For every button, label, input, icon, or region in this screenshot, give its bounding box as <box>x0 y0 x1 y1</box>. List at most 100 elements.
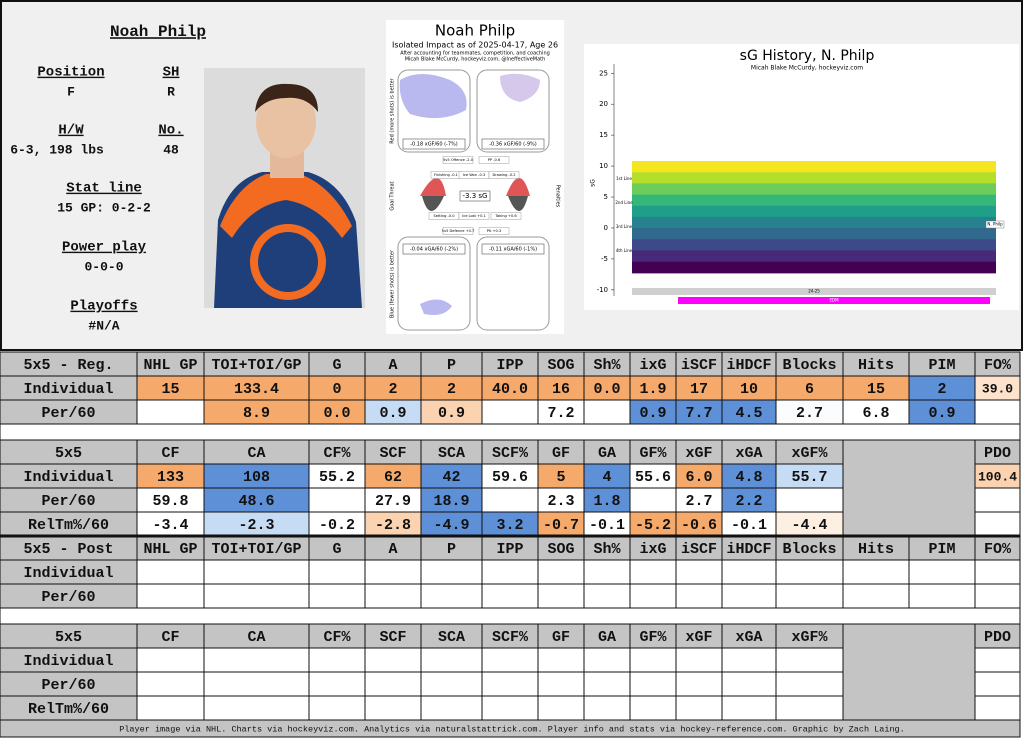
header-text: GA <box>598 629 616 646</box>
field-label: H/W <box>58 123 84 139</box>
data-cell <box>481 647 539 673</box>
header-text: SCA <box>438 445 465 462</box>
data-cell <box>481 559 539 585</box>
impact-side-label: Goal Threat <box>390 181 396 210</box>
line-label: 4th Line <box>616 248 633 253</box>
header-cell <box>775 623 844 649</box>
impact-title: Noah Philp <box>435 22 515 40</box>
data-cell <box>721 671 777 697</box>
header-text: 5x5 <box>55 445 82 462</box>
header-text: CF <box>161 629 179 646</box>
cell-value: -0.2 <box>319 517 355 534</box>
chart-subtitle: Micah Blake McCurdy, hockeyviz.com <box>751 65 863 72</box>
header-cell <box>583 351 631 377</box>
deployment-band <box>632 161 996 173</box>
cell-value: 40.0 <box>492 381 528 398</box>
y-tick-label: 0 <box>604 224 608 232</box>
data-cell <box>420 695 483 721</box>
header-cell <box>420 623 483 649</box>
data-cell <box>629 399 677 425</box>
y-tick-label: 25 <box>599 69 608 77</box>
header-cell <box>203 623 310 649</box>
cell-value: 4 <box>602 469 611 486</box>
cell-value: 15 <box>867 381 885 398</box>
data-cell <box>308 583 366 609</box>
impact-component: Finishing -0.1 <box>434 173 458 177</box>
header-cell <box>974 535 1021 561</box>
header-cell <box>583 623 631 649</box>
row-label: Individual <box>23 469 113 486</box>
cell-value: 7.2 <box>547 405 574 422</box>
gray-block <box>842 623 976 721</box>
cell-value: 108 <box>243 469 270 486</box>
header-text: 5x5 - Reg. <box>23 357 113 374</box>
header-cell <box>420 439 483 465</box>
field-value: 15 GP: 0-2-2 <box>57 200 151 215</box>
data-cell <box>775 647 844 673</box>
y-axis-label: sG <box>590 179 597 187</box>
header-text: CF <box>161 445 179 462</box>
data-cell <box>775 463 844 489</box>
header-cell <box>203 351 310 377</box>
cell-value: 2 <box>388 381 397 398</box>
header-text: CF% <box>323 445 351 462</box>
data-cell <box>203 695 310 721</box>
data-cell <box>583 695 631 721</box>
cell-value: 1.8 <box>593 493 620 510</box>
data-cell <box>537 671 585 697</box>
season-label: 24-25 <box>808 289 820 294</box>
data-cell <box>629 463 677 489</box>
data-cell <box>583 559 631 585</box>
y-tick-label: 10 <box>599 162 608 170</box>
cell-value: -3.4 <box>152 517 188 534</box>
row-label: Individual <box>23 565 113 582</box>
line-label: 1st Line <box>616 176 632 181</box>
data-cell <box>974 671 1021 697</box>
cell-value: 2.2 <box>735 493 762 510</box>
data-cell <box>537 647 585 673</box>
spacer-row <box>0 423 1021 441</box>
impact-note: Micah Blake McCurdy, hockeyviz.com, @Ine… <box>405 57 546 63</box>
data-cell <box>308 375 366 401</box>
impact-component: Ice Won -0.3 <box>463 173 485 177</box>
data-cell <box>481 671 539 697</box>
field-label: Playoffs <box>70 299 137 315</box>
header-text: Hits <box>858 357 894 374</box>
deployment-band <box>632 239 996 252</box>
impact-side-label: Red (more shots) is better <box>390 77 396 143</box>
header-text: SCA <box>438 629 465 646</box>
header-text: SOG <box>547 357 574 374</box>
data-cell <box>775 511 844 537</box>
impact-component-box <box>458 212 490 220</box>
header-text: NHL GP <box>143 357 197 374</box>
header-text: PIM <box>928 541 955 558</box>
row-label-cell <box>0 511 138 537</box>
data-cell <box>136 487 205 513</box>
data-cell <box>308 487 366 513</box>
cell-value: 2.7 <box>796 405 823 422</box>
header-cell <box>537 351 585 377</box>
header-text: Hits <box>858 541 894 558</box>
data-cell <box>481 487 539 513</box>
cell-value: 0.9 <box>379 405 406 422</box>
header-cell <box>203 535 310 561</box>
deployment-band <box>632 194 996 207</box>
data-cell <box>721 399 777 425</box>
header-text: PDO <box>984 629 1011 646</box>
data-cell <box>974 511 1021 537</box>
data-cell <box>364 559 422 585</box>
data-cell <box>974 559 1021 585</box>
data-cell <box>583 671 631 697</box>
cell-value: -0.6 <box>681 517 717 534</box>
impact-box <box>481 243 545 255</box>
cell-value: 15 <box>161 381 179 398</box>
data-cell <box>721 647 777 673</box>
impact-component-box <box>478 227 510 235</box>
data-cell <box>675 511 723 537</box>
header-cell <box>908 351 976 377</box>
chart-title: sG History, N. Philp <box>740 48 875 64</box>
data-cell <box>629 695 677 721</box>
header-text: GF% <box>639 445 667 462</box>
field-label: SH <box>163 65 180 81</box>
deployment-band <box>632 172 996 184</box>
